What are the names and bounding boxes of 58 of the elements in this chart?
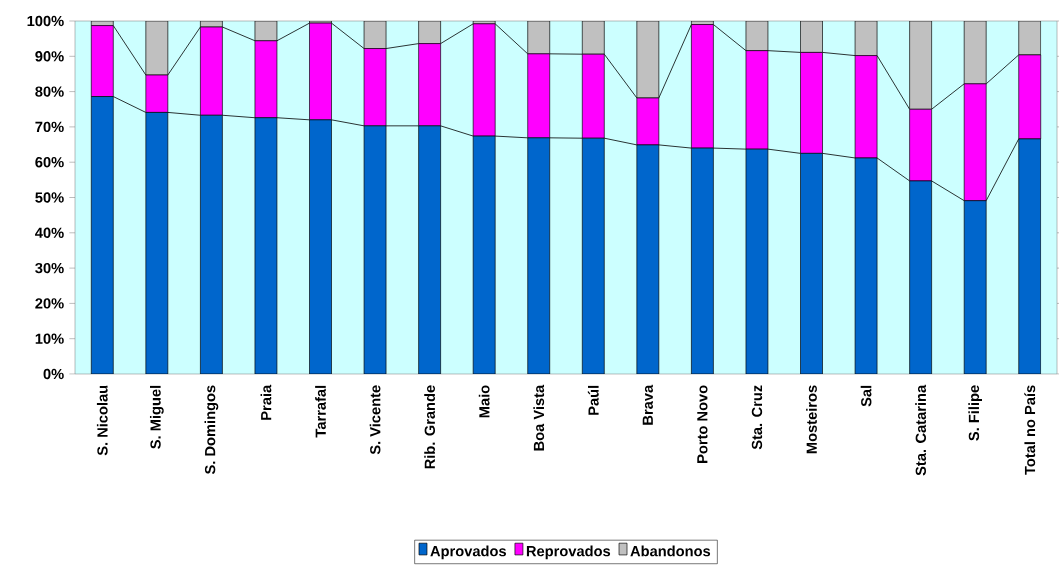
y-tick-label: 30%: [35, 262, 64, 274]
x-tick-label: Rib. Grande: [424, 385, 436, 469]
bar: [145, 112, 169, 374]
bar: [472, 135, 496, 374]
bar: [1018, 21, 1042, 56]
y-tick-label: 80%: [35, 86, 64, 97]
x-tick-label: Brava: [642, 384, 653, 425]
x-tick-label: S. Filipe: [968, 385, 982, 441]
y-tick-label: 70%: [35, 121, 64, 133]
x-tick-label: Sta. Catarina: [915, 384, 927, 476]
bar: [854, 157, 878, 374]
bar: [1018, 138, 1042, 374]
x-tick-label: Tarrafal: [315, 385, 326, 438]
x-tick-label: S. Nicolau: [96, 385, 108, 456]
bar: [909, 180, 932, 374]
legend-label: Aprovados: [430, 545, 506, 560]
bar: [800, 153, 823, 374]
bar: [581, 137, 605, 374]
y-tick-label: 20%: [35, 298, 64, 309]
bar: [581, 21, 605, 55]
y-tick-label: 60%: [35, 157, 64, 168]
y-tick-label: 0%: [43, 368, 64, 380]
x-tick-label: S. Miguel: [149, 385, 164, 449]
bar: [363, 125, 387, 374]
bar: [254, 117, 278, 374]
bar: [963, 21, 987, 85]
bar: [527, 137, 551, 374]
x-tick-label: Sal: [860, 385, 872, 407]
bar: [527, 21, 551, 55]
bar: [90, 96, 114, 374]
bar: [963, 200, 987, 374]
x-tick-label: Boa Vista: [533, 384, 545, 451]
bar: [418, 125, 441, 374]
bar: [909, 21, 932, 110]
bar: [691, 147, 714, 374]
x-tick-label: Praia: [260, 384, 272, 420]
legend-label: Reprovados: [526, 545, 611, 560]
y-tick-label: 100%: [27, 15, 64, 27]
y-tick-label: 10%: [35, 333, 64, 344]
x-tick-label: Porto Novo: [697, 385, 708, 463]
x-tick-label: S. Domingos: [204, 385, 219, 475]
x-tick-label: S. Vicente: [369, 385, 381, 455]
x-tick-label: Sta. Cruz: [751, 385, 763, 450]
bar: [636, 21, 660, 99]
legend-label: Abandonos: [630, 545, 711, 557]
y-tick-label: 40%: [35, 227, 64, 238]
x-tick-label: Maio: [478, 385, 490, 418]
y-tick-label: 50%: [35, 192, 64, 203]
bar: [200, 114, 223, 374]
bar: [800, 21, 823, 53]
x-tick-label: Paúl: [587, 385, 599, 415]
bar: [745, 148, 769, 374]
bar: [636, 144, 660, 374]
x-tick-label: Total no País: [1024, 385, 1036, 475]
bar: [309, 119, 332, 374]
x-tick-label: Mosteiros: [806, 385, 817, 454]
bar: [145, 21, 169, 76]
y-tick-label: 90%: [35, 51, 64, 62]
